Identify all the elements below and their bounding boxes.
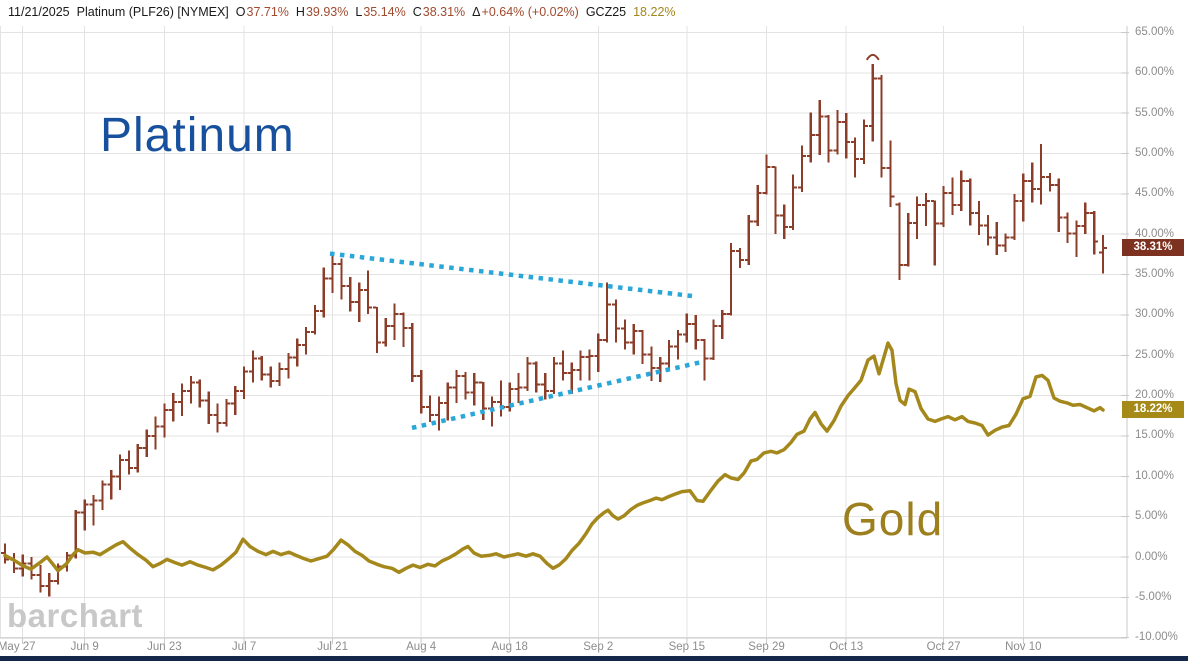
gold-last-price-badge: 18.22% — [1122, 401, 1184, 418]
close-label: C — [412, 5, 422, 19]
y-axis-label: 60.00% — [1135, 66, 1175, 79]
delta-label: Δ — [472, 5, 481, 19]
quote-high: H39.93% — [296, 5, 348, 19]
quote-low: L35.14% — [355, 5, 405, 19]
x-axis-label: Sep 29 — [748, 641, 785, 653]
open-label: O — [235, 5, 246, 19]
y-axis-label: 20.00% — [1135, 389, 1175, 402]
high-value: 39.93% — [305, 5, 349, 19]
quote-open: O37.71% — [236, 5, 289, 19]
x-axis-label: Sep 2 — [583, 641, 614, 653]
barchart-logo: barchart — [7, 597, 144, 634]
y-axis-label: 25.00% — [1135, 348, 1175, 361]
y-axis-label: 45.00% — [1135, 187, 1175, 200]
bottom-toolbar-strip — [0, 656, 1188, 661]
x-axis-label: Oct 27 — [926, 641, 961, 653]
peak-caret-annotation — [865, 53, 880, 61]
y-axis-label: 40.00% — [1135, 227, 1175, 240]
close-value: 38.31% — [422, 5, 466, 19]
y-axis-label: 65.00% — [1135, 25, 1175, 38]
platinum-last-price-badge: 38.31% — [1122, 239, 1184, 256]
y-axis-label: 5.00% — [1135, 510, 1168, 523]
quote-symbol-title: Platinum (PLF26) [NYMEX] — [76, 5, 229, 19]
y-axis-label: -10.00% — [1135, 631, 1178, 644]
gold-series-label: Gold — [842, 493, 944, 545]
low-label: L — [355, 5, 363, 19]
x-axis-label: Aug 4 — [406, 641, 437, 653]
compare-symbol: GCZ25 — [585, 5, 627, 19]
y-axis-label: 55.00% — [1135, 106, 1175, 119]
y-axis-label: 35.00% — [1135, 268, 1175, 281]
quote-close: C38.31% — [413, 5, 465, 19]
compare-value: 18.22% — [633, 5, 676, 19]
x-axis-label: Oct 13 — [829, 641, 864, 653]
delta-value: +0.64% (+0.02%) — [481, 5, 579, 19]
x-axis-label: May 27 — [0, 641, 36, 653]
x-axis-label: Jun 23 — [147, 641, 182, 653]
quote-change: Δ+0.64% (+0.02%) — [472, 5, 579, 19]
quote-header: 11/21/2025 Platinum (PLF26) [NYMEX] O37.… — [8, 3, 676, 21]
y-axis-label: -5.00% — [1135, 590, 1172, 603]
x-axis-label: Aug 18 — [491, 641, 528, 653]
y-axis-label: 15.00% — [1135, 429, 1175, 442]
x-axis-label: Nov 10 — [1005, 641, 1042, 653]
x-axis-label: Jun 9 — [70, 641, 99, 653]
low-value: 35.14% — [363, 5, 406, 19]
x-axis-label: Jul 21 — [317, 641, 348, 653]
high-label: H — [295, 5, 305, 19]
platinum-series-label: Platinum — [100, 109, 295, 162]
gold-line-series — [3, 341, 1105, 575]
y-axis-label: 0.00% — [1135, 550, 1168, 563]
y-axis-label: 10.00% — [1135, 469, 1175, 482]
x-axis-label: Jul 7 — [231, 641, 257, 653]
x-axis-label: Sep 15 — [668, 641, 706, 653]
upper-triangle-trendline — [329, 251, 696, 299]
quote-date: 11/21/2025 — [8, 5, 70, 19]
y-axis-label: 50.00% — [1135, 147, 1175, 159]
open-value: 37.71% — [246, 5, 289, 19]
y-axis-label: 30.00% — [1135, 308, 1175, 321]
